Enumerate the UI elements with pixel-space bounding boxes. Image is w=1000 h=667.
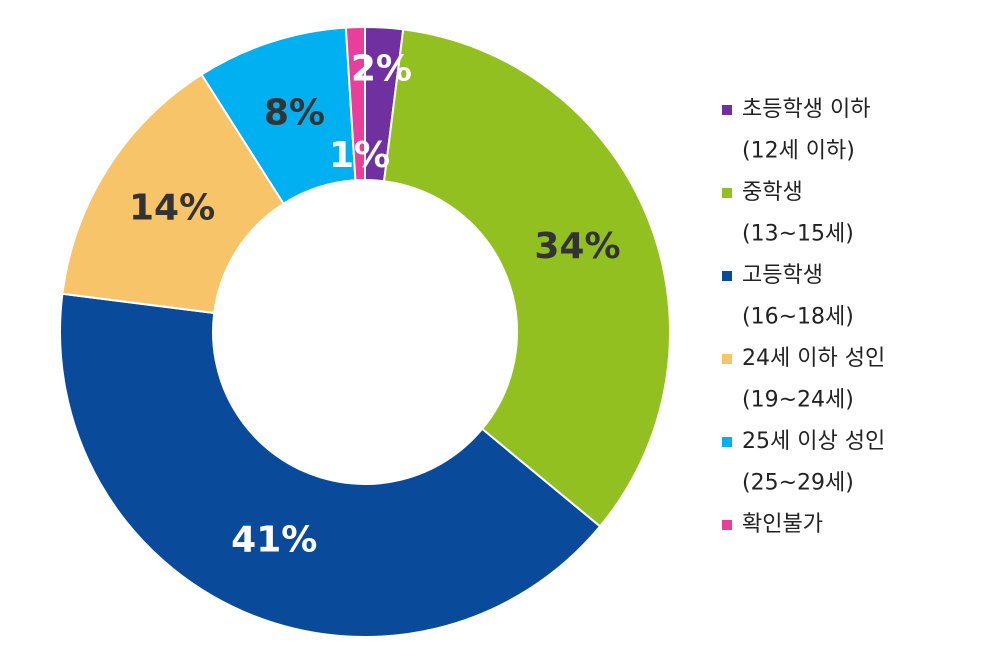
data-label: 34% <box>534 226 620 267</box>
legend-label: 초등학생 이하 <box>742 97 870 122</box>
data-label: 2% <box>351 49 412 90</box>
legend-label: 25세 이상 성인 <box>742 429 885 454</box>
legend-label: (25~29세) <box>742 471 854 496</box>
legend-label: (16~18세) <box>742 305 854 330</box>
legend-label: (19~24세) <box>742 388 854 413</box>
data-label: 14% <box>129 188 215 229</box>
data-label: 1% <box>329 135 390 176</box>
slice <box>344 25 366 182</box>
legend-label: 중학생 <box>742 180 803 205</box>
data-label: 8% <box>264 93 325 134</box>
legend-swatch <box>722 437 732 447</box>
legend-label: 24세 이하 성인 <box>742 346 885 371</box>
slice <box>59 292 602 638</box>
legend-swatch <box>722 271 732 281</box>
slice <box>382 28 671 528</box>
legend-label: 고등학생 <box>742 263 823 288</box>
legend-swatch <box>722 520 732 530</box>
legend-swatch <box>722 188 732 198</box>
slice <box>61 73 285 315</box>
data-label: 41% <box>231 520 317 561</box>
legend-swatch <box>722 105 732 115</box>
legend-swatch <box>722 354 732 364</box>
legend-label: (12세 이하) <box>742 139 855 164</box>
legend-label: 확인불가 <box>742 512 823 537</box>
legend-label: (13~15세) <box>742 222 854 247</box>
